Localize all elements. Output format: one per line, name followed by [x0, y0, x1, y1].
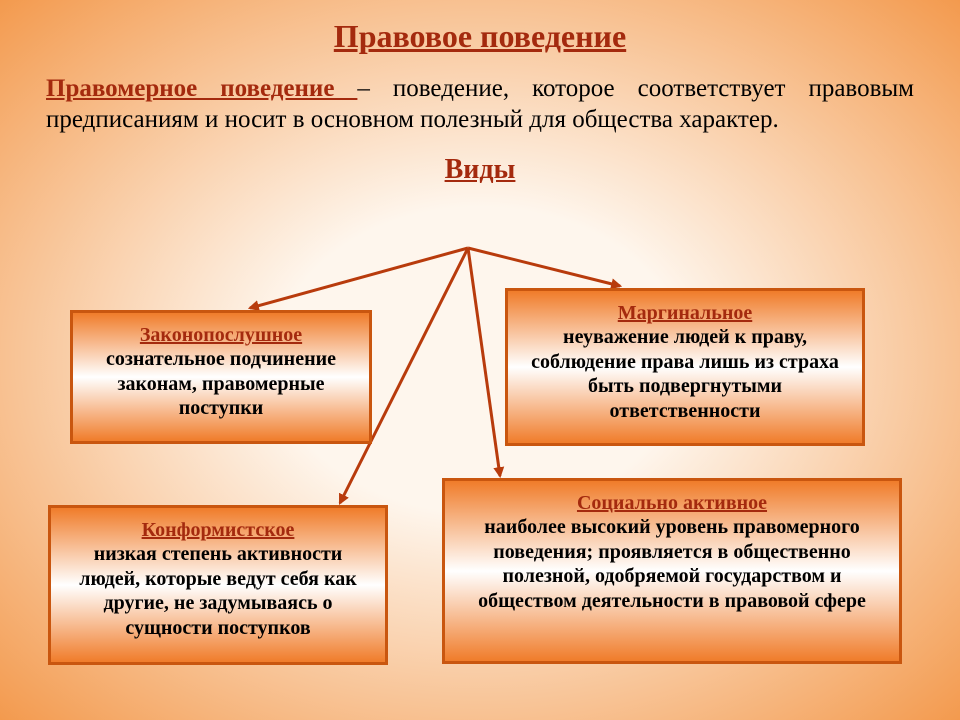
- box3: Конформистскоенизкая степень активности …: [48, 505, 388, 665]
- box4: Социально активноенаиболее высокий урове…: [442, 478, 902, 664]
- box3-body: низкая степень активности людей, которые…: [63, 542, 373, 640]
- box4-body: наиболее высокий уровень правомерного по…: [457, 515, 887, 613]
- definition-term: Правомерное поведение: [46, 75, 357, 102]
- box1-title: Законопослушное: [85, 323, 357, 347]
- box2-title: Маргинальное: [520, 301, 850, 325]
- box2-body: неуважение людей к праву, соблюдение пра…: [520, 325, 850, 423]
- box4-title: Социально активное: [457, 491, 887, 515]
- main-title: Правовое поведение: [46, 18, 914, 55]
- box1: Законопослушноесознательное подчинение з…: [70, 310, 372, 444]
- box1-body: сознательное подчинение законам, правоме…: [85, 347, 357, 420]
- box3-title: Конформистское: [63, 518, 373, 542]
- definition-paragraph: Правомерное поведение – поведение, котор…: [46, 73, 914, 136]
- content-area: Правовое поведение Правомерное поведение…: [0, 0, 960, 186]
- subheading-types: Виды: [46, 154, 914, 186]
- box2: Маргинальноенеуважение людей к праву, со…: [505, 288, 865, 446]
